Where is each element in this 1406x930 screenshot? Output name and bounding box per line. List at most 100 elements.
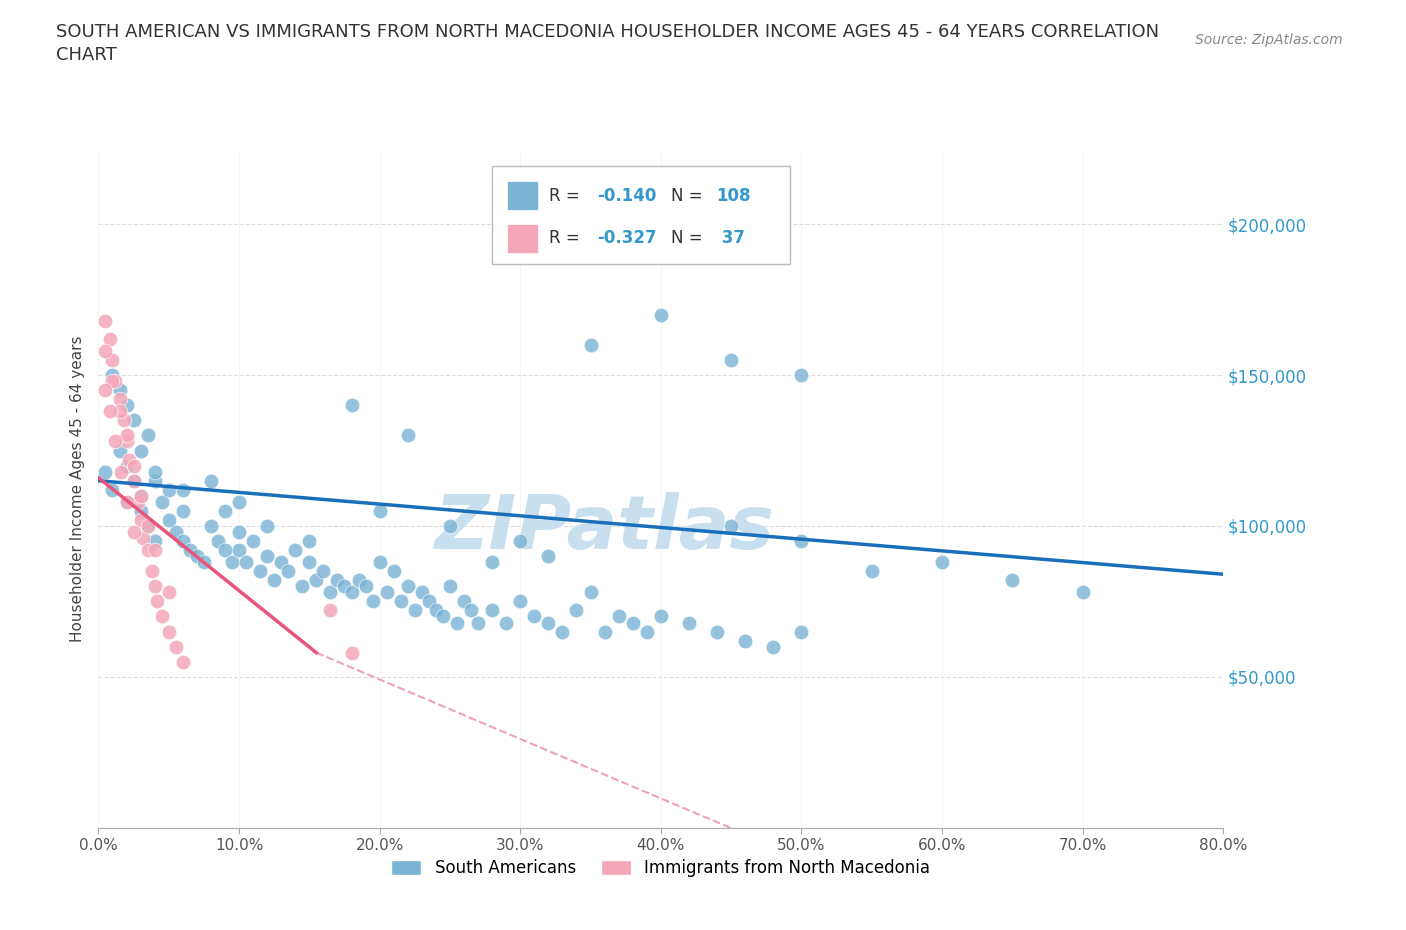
Point xyxy=(98,404,121,418)
Point xyxy=(439,578,461,593)
Point xyxy=(172,483,194,498)
Point xyxy=(136,428,159,443)
Point xyxy=(157,624,180,639)
Point xyxy=(263,573,285,588)
Point xyxy=(122,525,145,539)
Point xyxy=(172,534,194,549)
FancyBboxPatch shape xyxy=(492,166,790,264)
Point xyxy=(150,609,173,624)
Point xyxy=(734,633,756,648)
Point xyxy=(481,554,503,569)
Point xyxy=(108,404,131,418)
Point xyxy=(298,554,321,569)
Point xyxy=(157,585,180,600)
Point xyxy=(200,519,222,534)
Point xyxy=(411,585,433,600)
Point xyxy=(221,554,243,569)
Point xyxy=(425,603,447,618)
Point xyxy=(790,534,813,549)
Point xyxy=(439,519,461,534)
Point xyxy=(108,383,131,398)
Point xyxy=(467,615,489,630)
Point xyxy=(389,594,412,609)
Point xyxy=(621,615,644,630)
Point xyxy=(157,483,180,498)
Point xyxy=(706,624,728,639)
Point xyxy=(277,564,299,578)
Point xyxy=(200,473,222,488)
Point xyxy=(1001,573,1024,588)
Point xyxy=(319,603,342,618)
Point xyxy=(108,392,131,406)
Point xyxy=(136,519,159,534)
Point xyxy=(110,464,132,479)
Text: N =: N = xyxy=(671,187,707,205)
Point xyxy=(650,609,672,624)
Point xyxy=(143,473,166,488)
Point xyxy=(129,512,152,527)
Text: -0.327: -0.327 xyxy=(596,230,657,247)
Point xyxy=(228,495,250,510)
Point xyxy=(509,594,531,609)
Point xyxy=(122,458,145,473)
Point xyxy=(256,549,278,564)
Point xyxy=(214,543,236,558)
Point xyxy=(340,645,363,660)
Point xyxy=(143,534,166,549)
Point xyxy=(165,639,187,654)
Point xyxy=(396,428,419,443)
Point xyxy=(565,603,588,618)
Point xyxy=(551,624,574,639)
Point xyxy=(235,554,257,569)
Text: CHART: CHART xyxy=(56,46,117,64)
Point xyxy=(333,578,356,593)
Point xyxy=(129,503,152,518)
Point xyxy=(207,534,229,549)
FancyBboxPatch shape xyxy=(506,224,538,253)
Text: Source: ZipAtlas.com: Source: ZipAtlas.com xyxy=(1195,33,1343,46)
Point xyxy=(249,564,271,578)
Point xyxy=(143,578,166,593)
Point xyxy=(860,564,883,578)
Point xyxy=(127,495,149,510)
Point xyxy=(115,495,138,510)
Point xyxy=(650,307,672,322)
Point xyxy=(340,398,363,413)
Point xyxy=(284,543,307,558)
Point xyxy=(146,594,169,609)
Point xyxy=(368,503,391,518)
Point xyxy=(242,534,264,549)
Point xyxy=(165,525,187,539)
Point xyxy=(256,519,278,534)
Point xyxy=(579,338,602,352)
Point xyxy=(340,585,363,600)
Point xyxy=(481,603,503,618)
Point xyxy=(446,615,468,630)
Point xyxy=(537,615,560,630)
Point xyxy=(172,655,194,670)
Point xyxy=(104,374,127,389)
Point xyxy=(186,549,208,564)
Point xyxy=(404,603,426,618)
Point xyxy=(115,428,138,443)
Text: 108: 108 xyxy=(716,187,751,205)
Point xyxy=(193,554,215,569)
Point xyxy=(460,603,482,618)
Point xyxy=(607,609,630,624)
Point xyxy=(143,543,166,558)
Point xyxy=(101,374,124,389)
Point xyxy=(354,578,377,593)
Legend: South Americans, Immigrants from North Macedonia: South Americans, Immigrants from North M… xyxy=(385,853,936,884)
Point xyxy=(150,495,173,510)
Text: SOUTH AMERICAN VS IMMIGRANTS FROM NORTH MACEDONIA HOUSEHOLDER INCOME AGES 45 - 6: SOUTH AMERICAN VS IMMIGRANTS FROM NORTH … xyxy=(56,23,1160,41)
Point xyxy=(112,413,135,428)
Y-axis label: Householder Income Ages 45 - 64 years: Householder Income Ages 45 - 64 years xyxy=(69,335,84,642)
Point xyxy=(523,609,546,624)
Point xyxy=(115,458,138,473)
Point xyxy=(319,585,342,600)
Point xyxy=(136,543,159,558)
Point xyxy=(214,503,236,518)
Point xyxy=(593,624,616,639)
Point xyxy=(122,473,145,488)
Text: ZIPatlas: ZIPatlas xyxy=(434,493,775,565)
